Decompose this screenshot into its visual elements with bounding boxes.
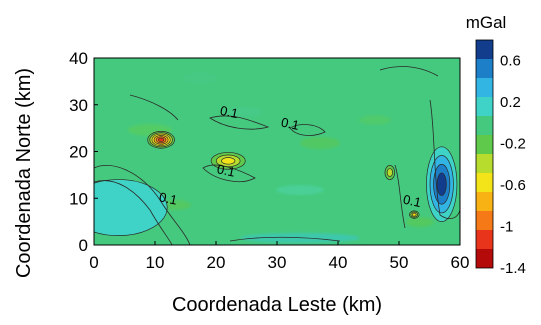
colorbar: 0.6 0.2 -0.2 -0.6 -1 -1.4 (475, 39, 526, 277)
feature-level (411, 212, 417, 217)
feature-level (157, 137, 165, 142)
colorbar-swatch (476, 173, 493, 192)
feature-level (436, 172, 447, 196)
colorbar-tick-label: 0.2 (500, 94, 521, 111)
colorbar-tick-label: -0.2 (500, 136, 526, 153)
x-tick-label: 20 (207, 253, 226, 272)
x-axis-label: Coordenada Leste (km) (172, 294, 382, 316)
colorbar-swatch (476, 211, 493, 230)
colorbar-tick-label: -1 (500, 219, 513, 236)
contour-lines (94, 66, 460, 245)
x-tick-label: 50 (390, 253, 409, 272)
y-tick-label: 20 (69, 143, 88, 162)
colorbar-swatch (476, 59, 493, 78)
contour-label: 0.1 (158, 189, 179, 207)
colorbar-swatch (476, 249, 493, 268)
y-tick-label: 40 (69, 49, 88, 68)
anomaly-feature (409, 210, 420, 219)
x-tick-label: 0 (89, 253, 98, 272)
colorbar-swatch (476, 40, 493, 59)
contour-label: 0.1 (280, 115, 301, 133)
colorbar-swatch (476, 97, 493, 116)
x-axis: 0 10 20 30 40 50 60 (89, 241, 469, 272)
x-tick-label: 30 (268, 253, 287, 272)
anomaly-feature (426, 146, 458, 222)
feature-level (386, 168, 393, 177)
colorbar-tick-label: -1.4 (500, 260, 526, 277)
y-axis: 0 10 20 30 40 (69, 49, 98, 255)
contour-label: 0.1 (219, 103, 240, 121)
colorbar-tick-label: -0.6 (500, 177, 526, 194)
x-tick-label: 60 (451, 253, 470, 272)
colorbar-swatch (476, 116, 493, 135)
y-axis-label: Coordenada Norte (km) (13, 68, 35, 278)
colorbar-title: mGal (466, 13, 507, 32)
colorbar-swatch (476, 230, 493, 249)
anomaly-feature (94, 179, 168, 236)
anomaly-feature (384, 165, 396, 180)
colorbar-swatch (476, 78, 493, 97)
contour-label: 0.1 (216, 161, 237, 179)
x-tick-label: 40 (329, 253, 348, 272)
y-tick-label: 10 (69, 189, 88, 208)
colorbar-tick-label: 0.6 (500, 53, 521, 70)
colorbar-swatch (476, 192, 493, 211)
anomaly-feature (147, 131, 175, 149)
colorbar-swatch (476, 154, 493, 173)
colorbar-swatch (476, 135, 493, 154)
x-tick-label: 10 (146, 253, 165, 272)
y-tick-label: 30 (69, 96, 88, 115)
feature-level (221, 157, 236, 165)
contour-label: 0.1 (402, 192, 423, 210)
colorbar-frame (475, 39, 494, 269)
feature-level (94, 179, 168, 236)
y-tick-label: 0 (79, 236, 88, 255)
